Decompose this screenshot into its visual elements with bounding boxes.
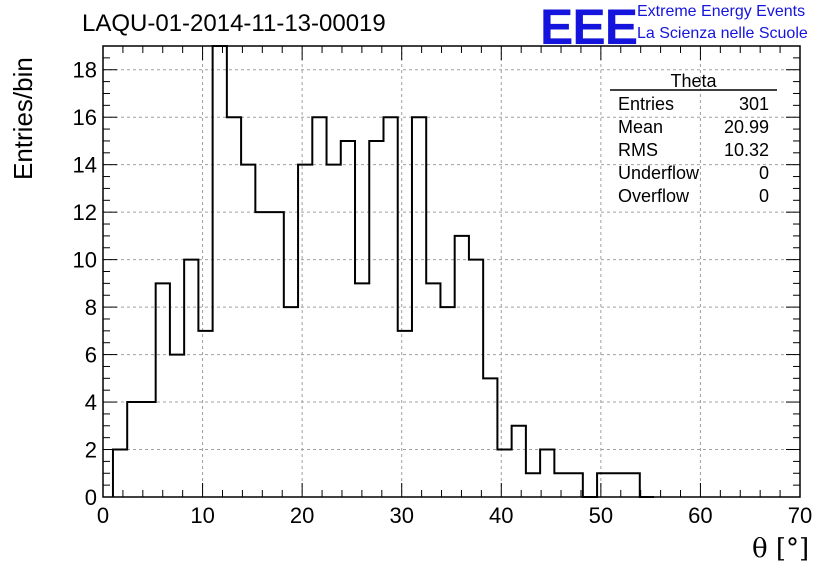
y-tick-label: 12 (73, 200, 97, 225)
y-tick-label: 0 (85, 485, 97, 510)
stats-value: 0 (759, 163, 769, 183)
x-tick-label: 50 (589, 503, 613, 528)
y-tick-label: 16 (73, 105, 97, 130)
x-tick-label: 30 (389, 503, 413, 528)
x-tick-label: 0 (97, 503, 109, 528)
stats-label: Mean (618, 117, 663, 137)
y-tick-label: 2 (85, 438, 97, 463)
stats-box-title: Theta (670, 71, 717, 91)
y-tick-label: 18 (73, 58, 97, 83)
x-tick-label: 10 (190, 503, 214, 528)
logo-line-2: La Scienza nelle Scuole (637, 25, 808, 42)
stats-value: 301 (739, 94, 769, 114)
y-tick-label: 4 (85, 390, 97, 415)
y-tick-label: 8 (85, 295, 97, 320)
stats-label: RMS (618, 140, 658, 160)
x-tick-label: 60 (688, 503, 712, 528)
chart-title: LAQU-01-2014-11-13-00019 (82, 10, 386, 37)
y-tick-label: 10 (73, 248, 97, 273)
histogram-series (111, 45, 655, 498)
stats-value: 10.32 (724, 140, 769, 160)
stats-label: Overflow (618, 186, 690, 206)
stats-value: 20.99 (724, 117, 769, 137)
x-tick-label: 20 (290, 503, 314, 528)
stats-label: Entries (618, 94, 674, 114)
plot-frame (102, 45, 801, 498)
x-tick-label: 40 (489, 503, 513, 528)
x-axis-label: θ [°] (752, 534, 810, 564)
x-tick-label: 70 (788, 503, 812, 528)
y-tick-label: 14 (73, 153, 97, 178)
logo-line-1: Extreme Energy Events (637, 3, 806, 20)
y-tick-label: 6 (85, 343, 97, 368)
stats-value: 0 (759, 186, 769, 206)
stats-label: Underflow (618, 163, 700, 183)
